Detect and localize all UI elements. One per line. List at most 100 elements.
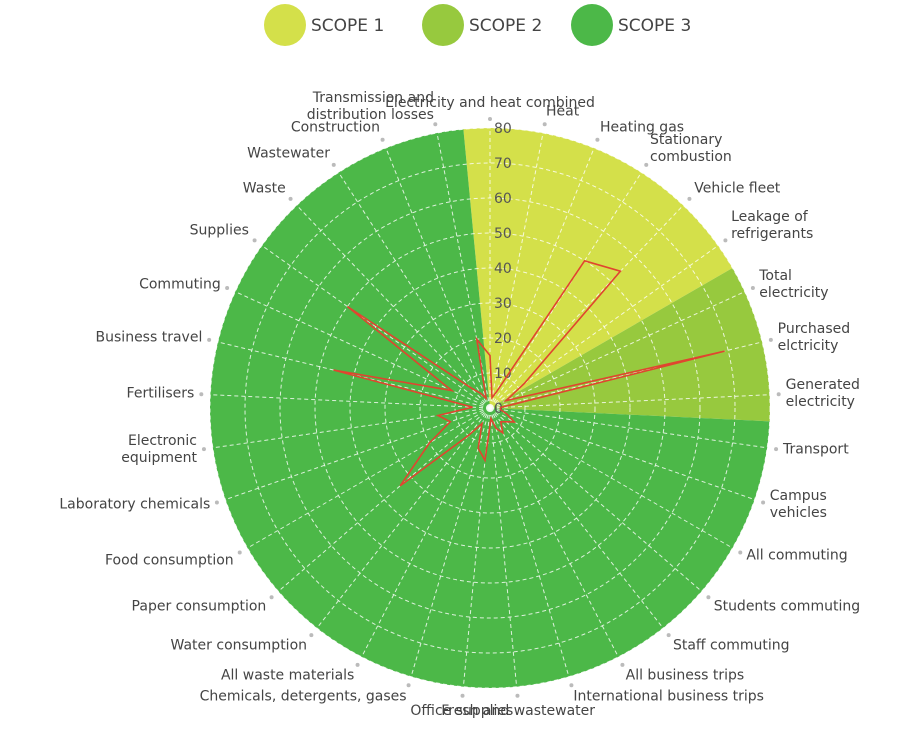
legend-swatch	[571, 4, 613, 46]
category-label: Business travel	[95, 329, 203, 346]
r-tick-label: 0	[494, 401, 503, 417]
spoke	[489, 407, 570, 677]
spoke	[225, 407, 491, 501]
label-dot	[269, 595, 274, 600]
category-label: Paper consumption	[131, 598, 267, 615]
category-label: International business trips	[573, 688, 764, 705]
spoke	[212, 407, 491, 449]
spoke	[489, 245, 719, 409]
legend-label: SCOPE 2	[469, 16, 542, 36]
label-dot	[768, 337, 773, 342]
label-dot	[723, 238, 728, 243]
spoke	[489, 394, 770, 409]
label-dot	[666, 633, 671, 638]
category-label: Commuting	[139, 276, 221, 293]
label-dot	[199, 392, 204, 397]
spoke	[210, 394, 491, 409]
category-label: Vehicle fleet	[694, 180, 781, 197]
spoke	[361, 407, 491, 658]
r-tick-label: 20	[494, 331, 512, 347]
label-dot	[706, 595, 711, 600]
category-label: Total electricity	[759, 268, 829, 302]
legend-swatch	[422, 4, 464, 46]
r-tick-label: 70	[494, 156, 512, 172]
label-dot	[761, 500, 766, 505]
label-dot	[225, 285, 230, 290]
category-label: Fresh and wastewater	[441, 702, 596, 719]
spoke	[489, 205, 684, 409]
spoke	[338, 172, 491, 409]
label-dot	[201, 447, 206, 452]
category-label: Construction	[290, 119, 380, 136]
category-label: All waste materials	[220, 667, 355, 684]
category-label: Chemicals, detergents, gases	[199, 688, 407, 705]
label-dot	[515, 693, 520, 698]
category-label: Purchased elctricity	[777, 321, 851, 355]
legend-swatch	[264, 4, 306, 46]
label-dot	[750, 285, 755, 290]
spoke	[489, 147, 595, 409]
category-label: Laboratory chemicals	[59, 496, 211, 513]
category-label: Transport	[782, 441, 849, 458]
spoke	[489, 407, 518, 687]
data-line	[333, 259, 725, 487]
label-dot	[774, 447, 779, 452]
label-dot	[738, 550, 743, 555]
spoke	[261, 245, 491, 409]
label-dot	[252, 238, 257, 243]
category-label: All business trips	[625, 667, 745, 684]
category-label: Food consumption	[104, 552, 234, 569]
r-tick-label: 30	[494, 296, 512, 312]
spoke	[296, 205, 491, 409]
spoke	[410, 407, 491, 677]
category-label: Leakage of refrigerants	[731, 209, 814, 243]
spoke	[235, 291, 491, 409]
spoke	[489, 132, 544, 409]
category-label: Students commuting	[713, 598, 861, 615]
category-label: Heat	[546, 103, 580, 120]
label-dot	[776, 392, 781, 397]
spoke	[489, 407, 733, 549]
label-dot	[355, 662, 360, 667]
category-label: Fertilisers	[126, 385, 195, 402]
r-tick-label: 50	[494, 226, 512, 242]
label-dot	[644, 162, 649, 167]
category-label: Supplies	[189, 222, 249, 239]
category-label: Electronic equipment	[121, 433, 197, 467]
legend-label: SCOPE 3	[618, 16, 691, 36]
label-dot	[460, 693, 465, 698]
label-dot	[569, 683, 574, 688]
spoke	[278, 407, 491, 592]
spoke	[436, 132, 491, 409]
category-label: Waste	[242, 180, 286, 197]
category-label: Office supplies	[410, 702, 514, 719]
label-dot	[309, 633, 314, 638]
r-tick-label: 40	[494, 261, 512, 277]
legend-label: SCOPE 1	[311, 16, 384, 36]
label-dot	[488, 117, 492, 121]
category-label: Stationary combustion	[650, 131, 732, 165]
spoke	[247, 407, 491, 549]
spoke	[489, 407, 768, 449]
spoke	[316, 407, 491, 629]
label-dot	[687, 196, 692, 201]
spoke	[489, 407, 619, 658]
category-label: Electricity and heat combined	[385, 95, 595, 111]
grid-circle	[209, 127, 771, 689]
category-label: Transmission and distribution losses	[306, 90, 434, 124]
label-dot	[406, 683, 411, 688]
label-dot	[288, 196, 293, 201]
spoke	[489, 407, 702, 592]
spoke	[385, 147, 491, 409]
label-dot	[207, 337, 212, 342]
grid-circle	[244, 162, 736, 654]
spoke	[489, 407, 755, 501]
category-label: Heating gas	[600, 119, 685, 136]
grid-circle	[384, 302, 596, 514]
r-tick-label: 10	[494, 366, 512, 382]
category-label: All commuting	[746, 547, 848, 564]
grid-circle	[314, 232, 666, 584]
spoke	[489, 407, 664, 629]
category-label: Generated electricity	[785, 376, 860, 410]
